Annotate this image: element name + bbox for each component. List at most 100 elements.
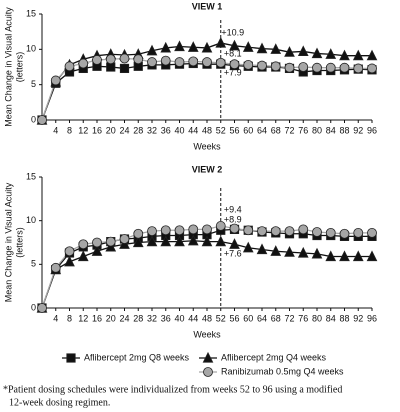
x-tick-label: 96	[367, 125, 377, 135]
data-point	[284, 246, 295, 257]
x-tick-label: 36	[161, 313, 171, 323]
legend-label: Aflibercept 2mg Q8 weeks	[84, 352, 190, 362]
series-line	[41, 240, 372, 309]
legend-label: Ranibizumab 0.5mg Q4 weeks	[221, 366, 344, 376]
data-point	[284, 46, 295, 57]
annotation: +7.6	[224, 248, 242, 258]
x-tick-label: 60	[243, 125, 253, 135]
annotation: +9.4	[224, 204, 242, 214]
data-point	[50, 75, 61, 86]
data-point	[188, 224, 199, 235]
data-point	[298, 224, 309, 235]
y-tick-label: 0	[31, 114, 36, 124]
x-tick-label: 72	[284, 125, 294, 135]
data-point	[119, 63, 130, 74]
data-point	[270, 61, 281, 72]
data-point	[312, 62, 322, 73]
series-line	[41, 62, 373, 121]
x-tick-label: 56	[229, 313, 239, 323]
data-point	[297, 246, 309, 258]
data-point	[256, 42, 268, 54]
data-point	[243, 59, 254, 70]
data-point	[297, 45, 309, 57]
x-tick-label: 28	[133, 125, 143, 135]
x-tick-label: 40	[174, 125, 184, 135]
data-point	[353, 227, 364, 238]
y-tick-label: 15	[26, 8, 36, 18]
data-point	[229, 39, 240, 51]
x-tick-label: 4	[53, 313, 58, 323]
x-tick-label: 20	[106, 125, 116, 135]
data-point	[174, 225, 185, 236]
data-point	[37, 115, 47, 125]
data-point	[119, 53, 130, 64]
y-axis-label: (letters)	[14, 227, 24, 258]
x-tick-label: 20	[106, 313, 116, 323]
data-point	[312, 227, 322, 237]
x-tick-label: 76	[298, 313, 308, 323]
x-tick-label: 76	[298, 125, 308, 135]
data-point	[64, 255, 75, 267]
data-point	[91, 245, 103, 256]
x-tick-label: 80	[312, 313, 322, 323]
x-tick-label: 44	[188, 125, 198, 135]
y-axis-label: (letters)	[14, 52, 24, 83]
footnote: 12-week dosing regimen.	[9, 397, 110, 408]
data-point	[146, 235, 158, 247]
data-point	[366, 250, 378, 262]
data-point	[353, 63, 364, 74]
data-point	[352, 49, 364, 61]
data-point	[270, 245, 282, 256]
data-point	[215, 235, 227, 247]
x-tick-label: 32	[147, 125, 157, 135]
y-tick-label: 15	[26, 171, 36, 181]
data-point	[133, 228, 144, 239]
data-point	[174, 235, 185, 247]
x-tick-label: 28	[133, 313, 143, 323]
x-axis-label: Weeks	[193, 329, 221, 339]
data-point	[147, 57, 157, 67]
x-tick-label: 68	[271, 125, 281, 135]
data-point	[187, 234, 199, 246]
data-point	[119, 234, 130, 244]
data-point	[50, 262, 61, 273]
y-axis-label: Mean Change in Visual Acuity	[3, 182, 13, 302]
data-point	[325, 48, 337, 59]
data-point	[352, 250, 364, 262]
x-tick-label: 24	[119, 125, 129, 135]
x-tick-label: 4	[53, 125, 58, 135]
x-tick-label: 12	[78, 313, 88, 323]
x-tick-label: 80	[312, 125, 322, 135]
data-point	[215, 221, 226, 231]
data-point	[132, 236, 144, 248]
data-point	[133, 54, 144, 65]
data-point	[270, 43, 282, 54]
data-point	[78, 58, 89, 69]
x-tick-label: 68	[271, 313, 281, 323]
data-point	[146, 44, 158, 56]
data-point	[147, 226, 157, 237]
data-point	[229, 59, 240, 70]
x-tick-label: 48	[202, 125, 212, 135]
data-point	[242, 241, 254, 253]
data-point	[311, 247, 323, 259]
x-tick-label: 52	[216, 125, 226, 135]
data-point	[325, 227, 336, 238]
x-tick-label: 24	[119, 313, 129, 323]
data-point	[77, 250, 89, 262]
data-point	[256, 243, 268, 255]
data-point	[242, 41, 254, 52]
data-point	[367, 63, 377, 74]
legend-marker	[66, 353, 76, 363]
data-point	[160, 41, 172, 53]
x-tick-label: 64	[257, 125, 267, 135]
series-line	[41, 42, 372, 121]
data-point	[37, 303, 47, 313]
data-point	[105, 54, 116, 65]
data-point	[229, 238, 240, 249]
legend-label: Aflibercept 2mg Q4 weeks	[221, 352, 327, 362]
data-point	[187, 41, 199, 52]
legend-marker	[202, 351, 214, 363]
